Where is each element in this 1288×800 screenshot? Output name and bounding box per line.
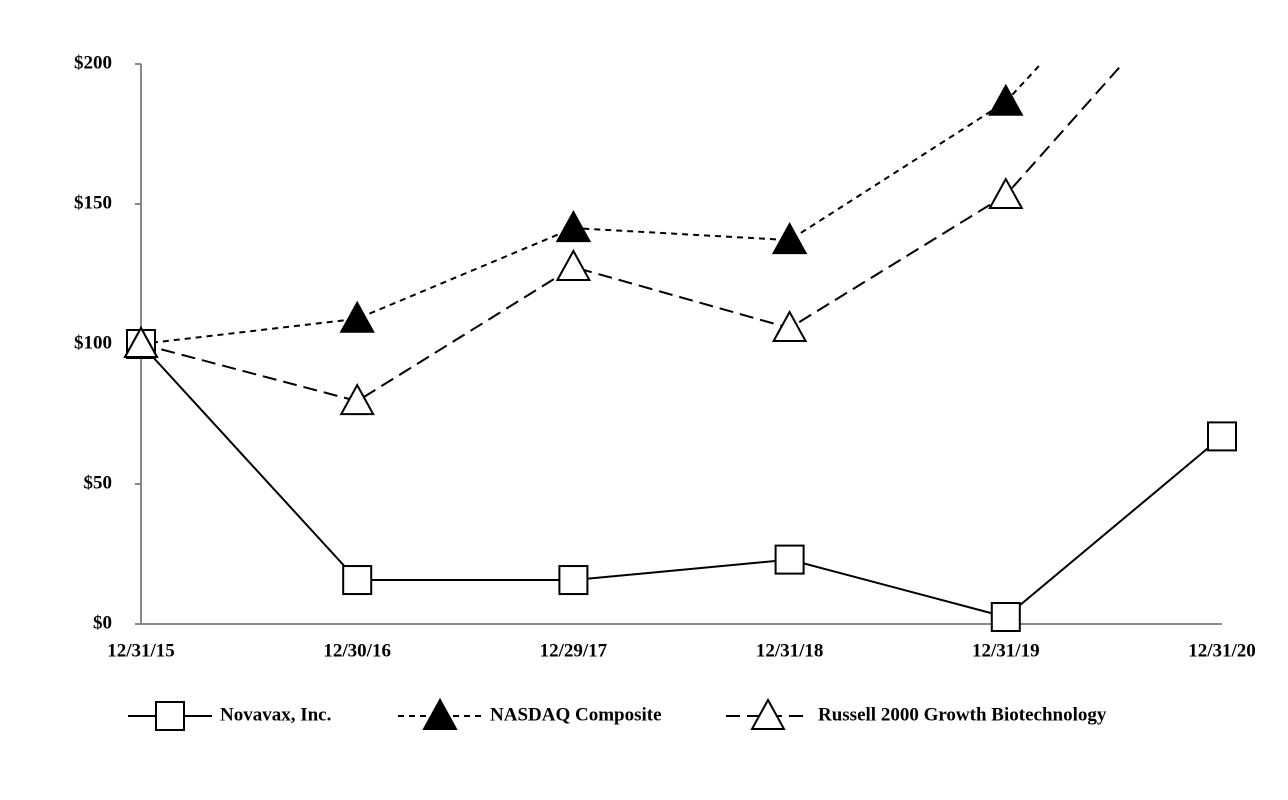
legend-label: Russell 2000 Growth Biotechnology <box>818 704 1107 725</box>
marker <box>123 325 159 358</box>
y-tick-label: $100 <box>74 332 112 353</box>
marker <box>555 248 592 281</box>
marker <box>555 210 592 243</box>
markers <box>123 83 1237 632</box>
marker <box>339 383 375 416</box>
y-tick-label: $0 <box>93 612 112 633</box>
y-tick-label: $200 <box>74 52 112 73</box>
plot-area <box>140 64 1223 619</box>
marker <box>339 300 375 333</box>
y-tick-label: $50 <box>84 472 113 493</box>
marker <box>342 565 373 596</box>
axes: $0 $50 $100 $150 $200 12/31/15 12/30/16 12/29/1… <box>74 52 1256 661</box>
x-tick-label: 12/29/17 <box>540 640 608 661</box>
marker <box>774 544 805 575</box>
marker <box>988 176 1024 210</box>
series-line <box>140 64 1124 403</box>
marker <box>558 565 589 596</box>
x-tick-label: 12/31/19 <box>972 640 1040 661</box>
x-tick-label: 12/31/18 <box>756 640 824 661</box>
series-line <box>140 64 1043 345</box>
legend-marker <box>750 697 786 730</box>
y-tick-label: $150 <box>74 192 112 213</box>
legend-label: NASDAQ Composite <box>490 704 662 725</box>
series-line <box>140 343 1223 619</box>
legend-marker <box>155 701 185 731</box>
x-tick-label: 12/31/20 <box>1188 640 1256 661</box>
marker <box>771 222 808 255</box>
marker <box>1207 421 1237 452</box>
x-tick-label: 12/31/15 <box>107 640 175 661</box>
marker <box>988 83 1024 116</box>
marker <box>771 309 808 343</box>
legend-label: Novavax, Inc. <box>220 704 331 725</box>
marker <box>990 602 1021 632</box>
legend-marker <box>422 697 458 730</box>
x-tick-label: 12/30/16 <box>323 640 391 661</box>
legend: Novavax, Inc. NASDAQ Composite Russell 200… <box>128 697 1107 731</box>
